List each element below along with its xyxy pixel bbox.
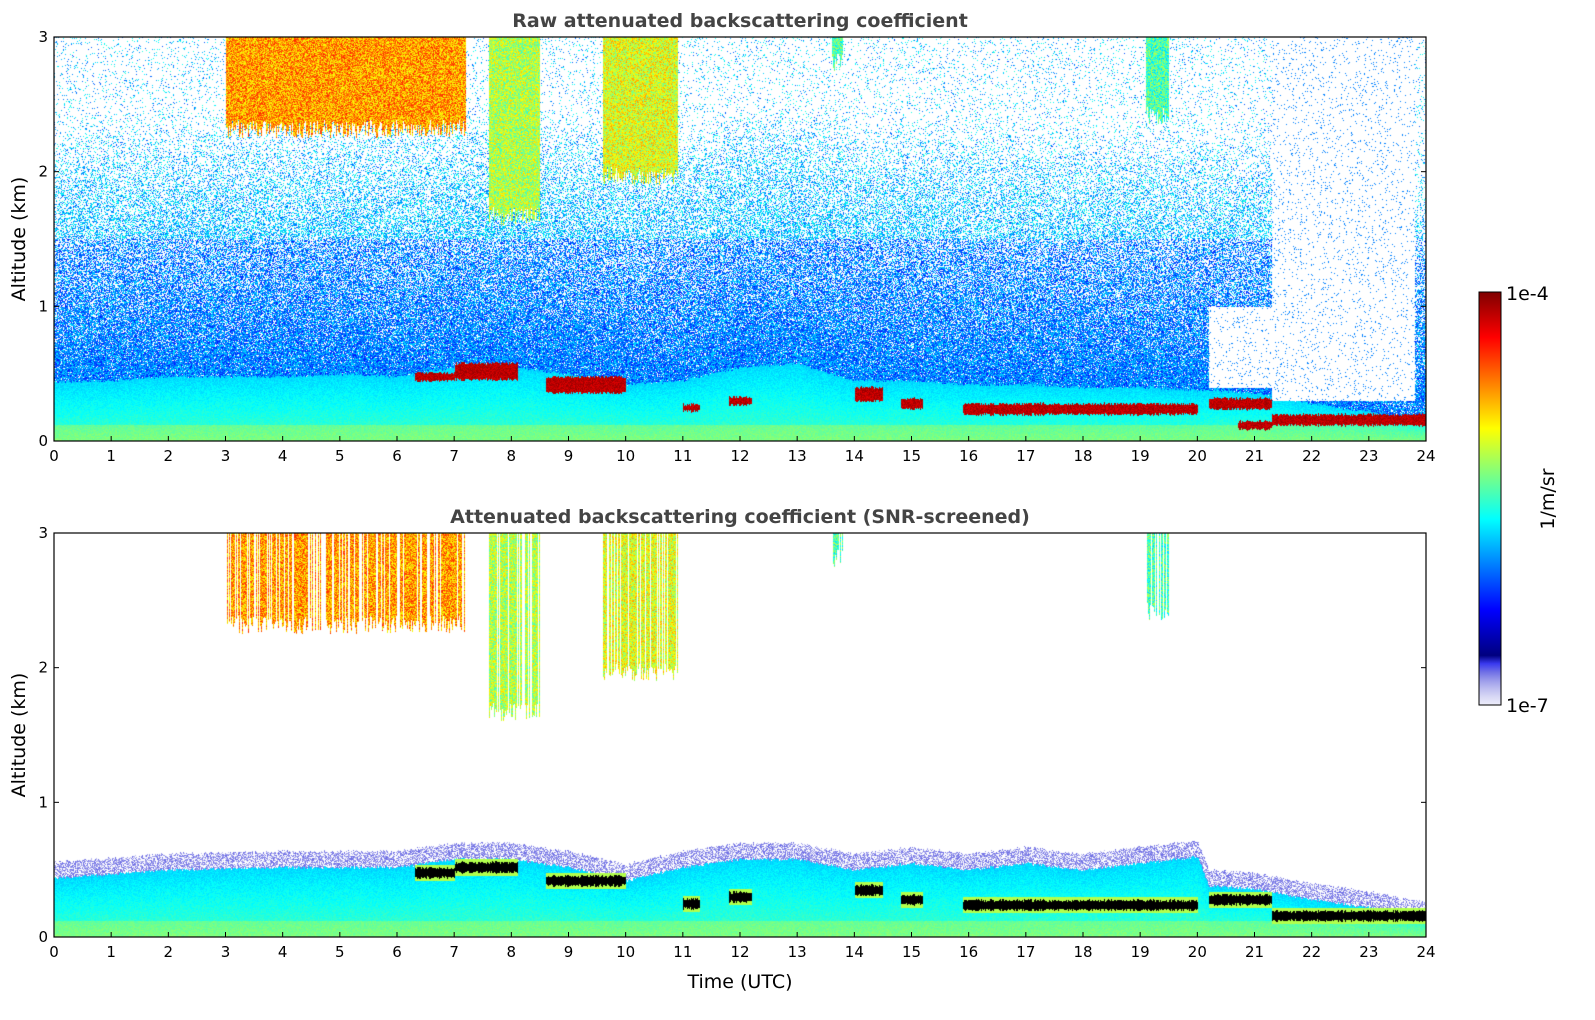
panel-screened-y-axis-label: Altitude (km) [8, 673, 30, 798]
panel-screened-x-tick-label: 12 [730, 943, 749, 961]
panel-screened-y-ticks: 0 1 2 3 [38, 524, 1426, 946]
panel-screened-x-tick-label: 14 [845, 943, 864, 961]
panel-screened-x-tick-label: 6 [392, 943, 402, 961]
panel-raw-x-tick-label: 0 [49, 447, 59, 465]
panel-raw-x-tick-label: 20 [1188, 447, 1207, 465]
panel-raw-x-tick-label: 24 [1416, 447, 1435, 465]
panel-raw-x-tick-label: 10 [616, 447, 635, 465]
panel-raw-x-tick-label: 4 [278, 447, 288, 465]
panel-screened-y-tick-label: 3 [38, 524, 48, 542]
panel-raw-x-tick-label: 7 [449, 447, 459, 465]
panel-screened-x-tick-label: 3 [221, 943, 231, 961]
panel-screened-x-tick-label: 7 [449, 943, 459, 961]
panel-screened-x-tick-label: 16 [959, 943, 978, 961]
panel-raw-x-tick-label: 14 [845, 447, 864, 465]
panel-raw-title: Raw attenuated backscattering coefficien… [512, 10, 968, 32]
colorbar-unit-label: 1/m/sr [1537, 468, 1559, 529]
panel-screened-x-axis-label: Time (UTC) [686, 971, 792, 993]
panel-raw: Raw attenuated backscattering coefficien… [8, 10, 1436, 465]
panel-screened-x-tick-label: 4 [278, 943, 288, 961]
panel-raw-x-tick-label: 21 [1245, 447, 1264, 465]
panel-raw-y-axis-label: Altitude (km) [8, 177, 30, 302]
panel-screened-x-tick-label: 0 [49, 943, 59, 961]
panel-screened-y-tick-label: 0 [38, 928, 48, 946]
panel-screened-x-tick-label: 11 [673, 943, 692, 961]
panel-raw-y-ticks: 0 1 2 3 [38, 28, 1426, 450]
panel-screened-x-tick-label: 2 [164, 943, 174, 961]
panel-screened-x-tick-label: 10 [616, 943, 635, 961]
panel-raw-x-tick-label: 11 [673, 447, 692, 465]
panel-screened-plot-area: 0 1 2 3 4 5 6 7 8 9 10 11 12 13 14 15 16 17 18 19 20 21 22 23 24… [38, 524, 1435, 961]
panel-screened-x-tick-label: 13 [788, 943, 807, 961]
panel-raw-y-tick-label: 3 [38, 28, 48, 46]
panel-raw-x-tick-label: 15 [902, 447, 921, 465]
panel-screened-x-ticks: 0 1 2 3 4 5 6 7 8 9 10 11 12 13 14 15 16 17 18 19 20 21 22 23 24 [49, 932, 1436, 961]
panel-raw-x-tick-label: 17 [1016, 447, 1035, 465]
panel-raw-x-tick-label: 8 [507, 447, 517, 465]
colorbar: 1e-4 1e-7 1/m/sr [1478, 283, 1559, 717]
panel-raw-x-tick-label: 16 [959, 447, 978, 465]
panel-raw-x-tick-label: 2 [164, 447, 174, 465]
panel-raw-x-tick-label: 13 [788, 447, 807, 465]
panel-screened-x-tick-label: 15 [902, 943, 921, 961]
panel-screened-title: Attenuated backscattering coefficient (S… [450, 506, 1030, 528]
panel-screened-heatmap [54, 533, 1426, 937]
colorbar-min-label: 1e-7 [1506, 695, 1549, 717]
panel-raw-x-tick-label: 23 [1359, 447, 1378, 465]
panel-raw-x-tick-label: 3 [221, 447, 231, 465]
panel-screened-x-tick-label: 18 [1073, 943, 1092, 961]
panel-screened-x-tick-label: 9 [564, 943, 574, 961]
panel-screened-x-tick-label: 20 [1188, 943, 1207, 961]
panel-screened-x-tick-label: 1 [106, 943, 116, 961]
panel-screened-x-tick-label: 22 [1302, 943, 1321, 961]
panel-raw-x-tick-label: 1 [106, 447, 116, 465]
panel-screened-x-tick-label: 5 [335, 943, 345, 961]
panel-screened: Attenuated backscattering coefficient (S… [8, 506, 1436, 993]
panel-screened-x-tick-label: 24 [1416, 943, 1435, 961]
panel-raw-x-tick-label: 6 [392, 447, 402, 465]
panel-raw-y-tick-label: 1 [38, 297, 48, 315]
panel-raw-x-tick-label: 9 [564, 447, 574, 465]
panel-screened-x-tick-label: 21 [1245, 943, 1264, 961]
panel-raw-plot-area: 0 1 2 3 4 5 6 7 8 9 10 11 12 13 14 15 16 17 18 19 20 21 22 23 24… [38, 28, 1435, 465]
panel-raw-y-tick-label: 0 [38, 432, 48, 450]
panel-raw-x-tick-label: 5 [335, 447, 345, 465]
panel-raw-y-tick-label: 2 [38, 163, 48, 181]
colorbar-max-label: 1e-4 [1506, 283, 1549, 305]
panel-raw-x-tick-label: 12 [730, 447, 749, 465]
colorbar-gradient [1478, 291, 1502, 706]
panel-screened-x-tick-label: 8 [507, 943, 517, 961]
panel-raw-x-ticks: 0 1 2 3 4 5 6 7 8 9 10 11 12 13 14 15 16 17 18 19 20 21 22 23 24 [49, 436, 1436, 465]
panel-raw-x-tick-label: 18 [1073, 447, 1092, 465]
panel-raw-heatmap [54, 37, 1426, 441]
panel-screened-y-tick-label: 2 [38, 659, 48, 677]
panel-screened-y-tick-label: 1 [38, 793, 48, 811]
panel-raw-x-tick-label: 19 [1131, 447, 1150, 465]
panel-raw-x-tick-label: 22 [1302, 447, 1321, 465]
panel-screened-x-tick-label: 23 [1359, 943, 1378, 961]
panel-screened-x-tick-label: 19 [1131, 943, 1150, 961]
panel-screened-x-tick-label: 17 [1016, 943, 1035, 961]
